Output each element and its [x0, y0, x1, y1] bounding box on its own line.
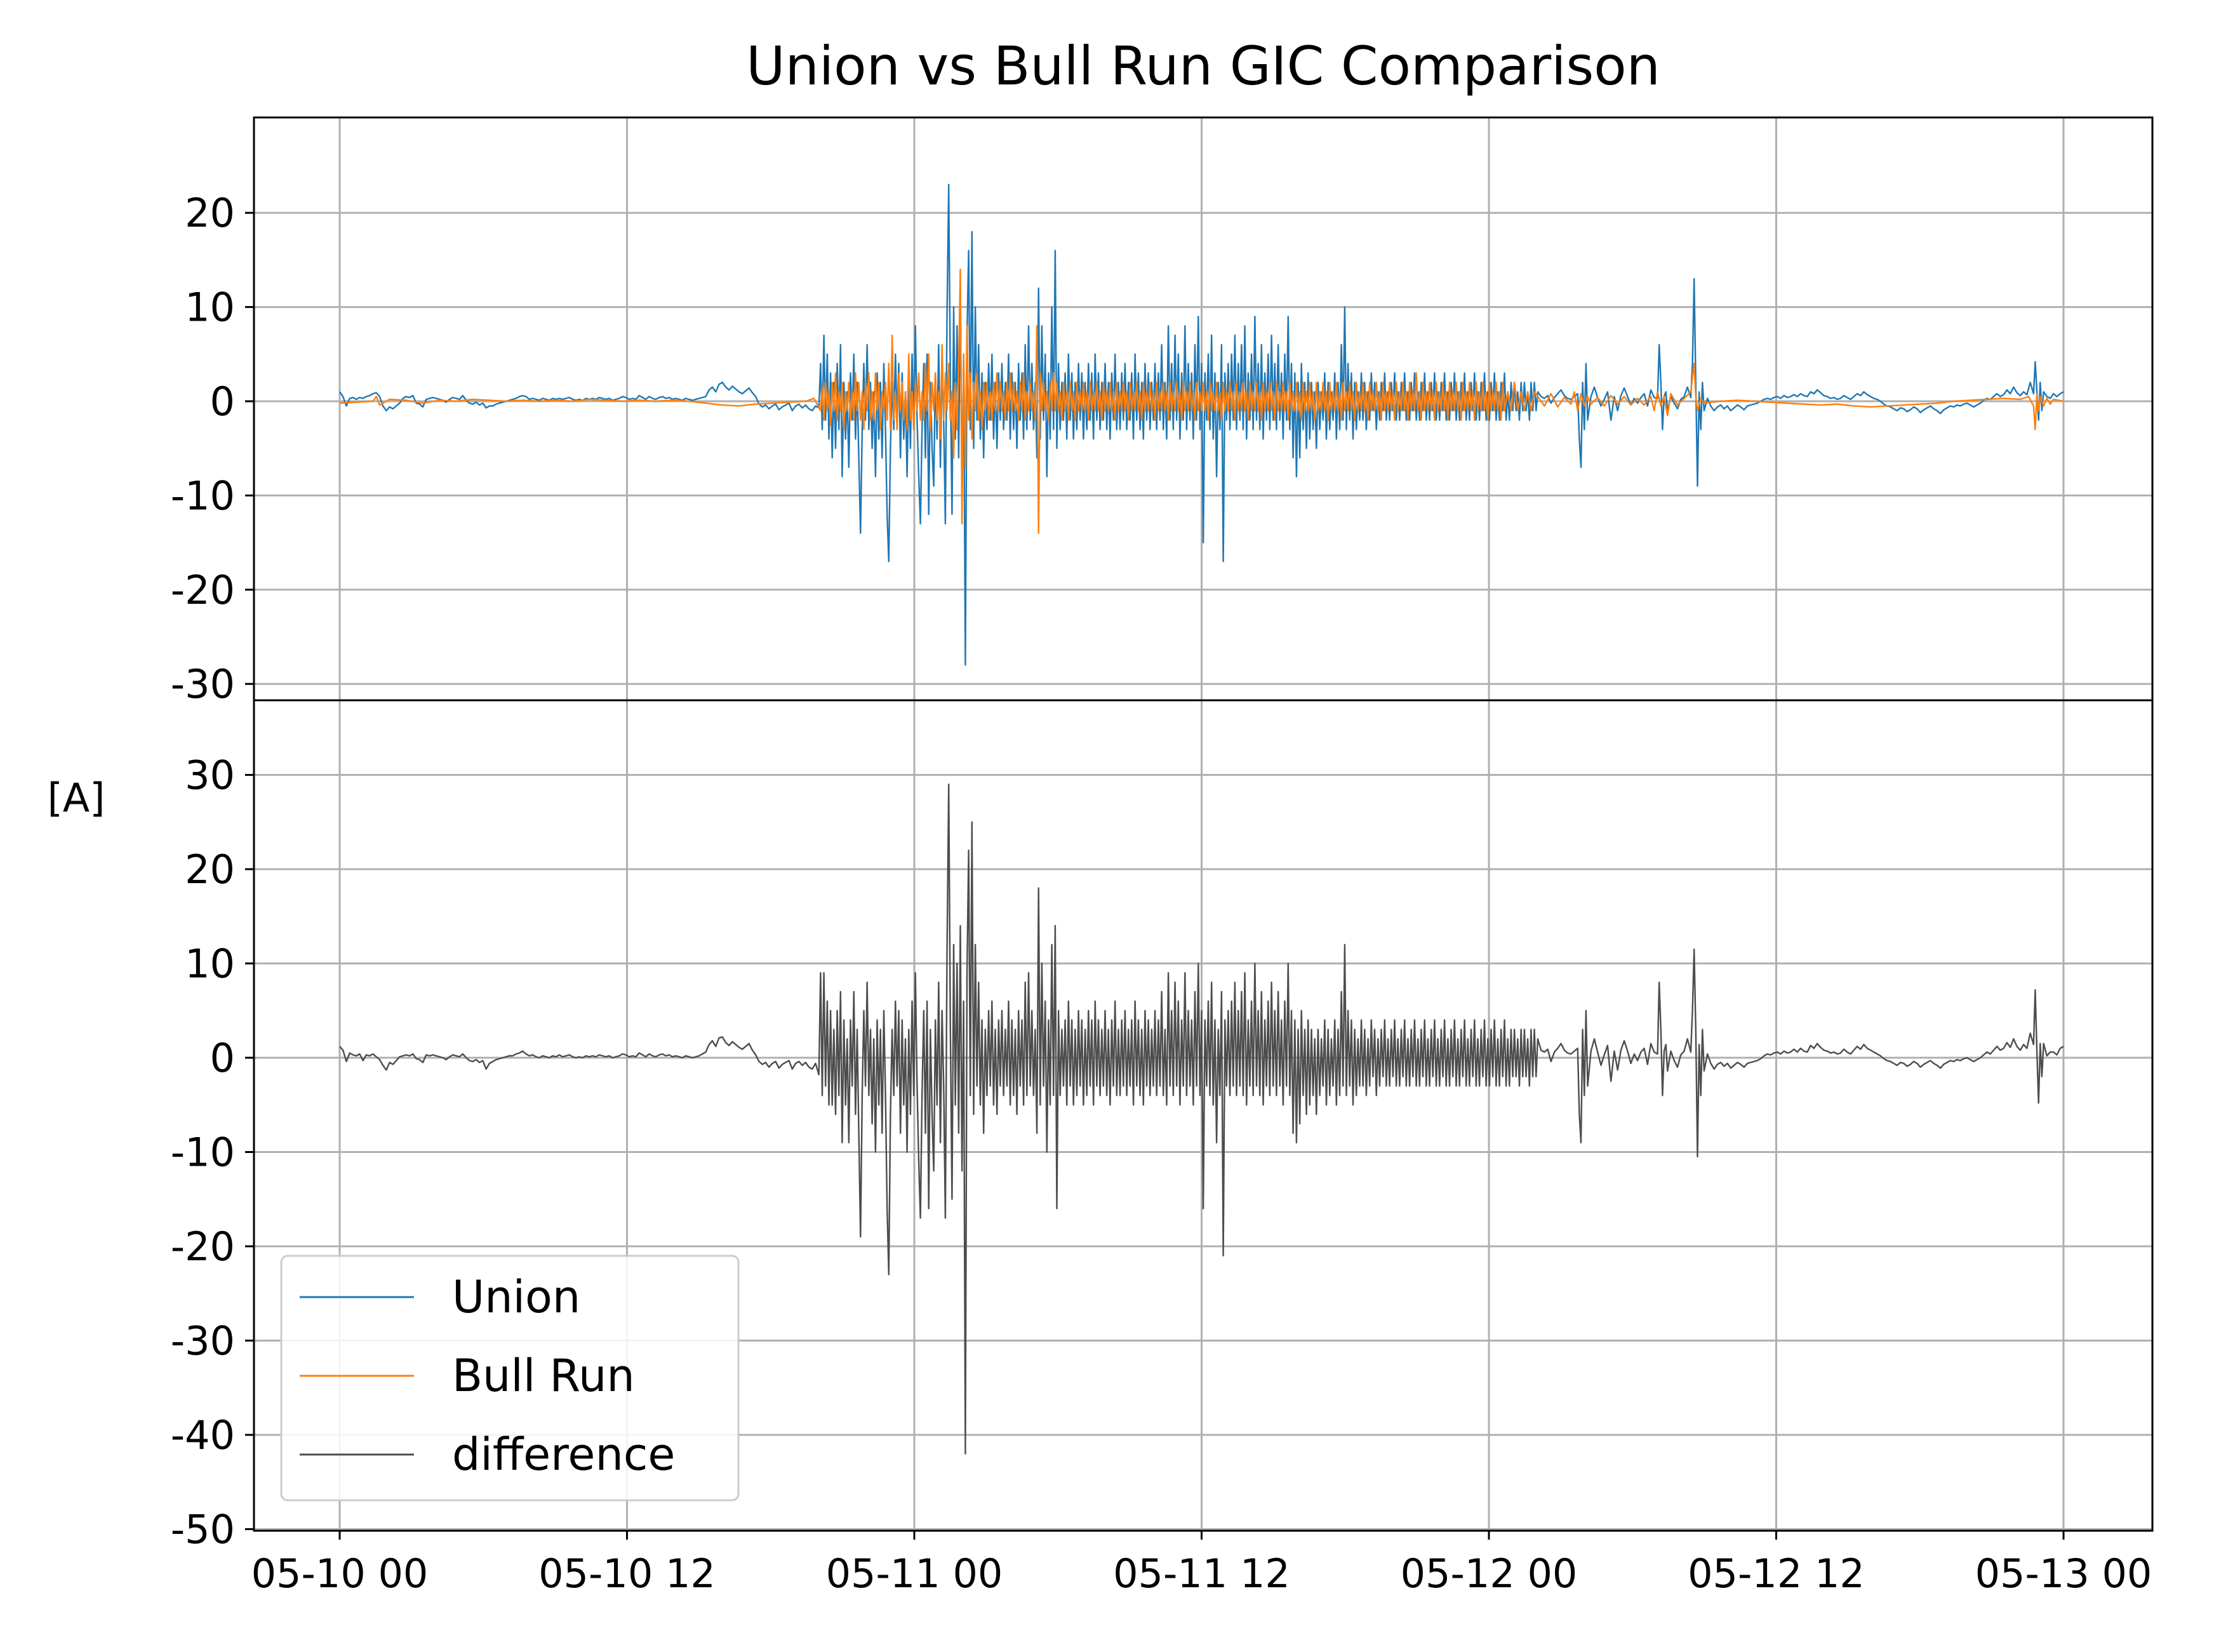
top-y-tick-label: -10 [171, 472, 235, 519]
bottom-y-tick-label: 30 [185, 752, 235, 799]
x-tick-label: 05-11 00 [826, 1550, 1003, 1597]
legend-label-bull-run: Bull Run [452, 1350, 635, 1402]
bottom-y-tick-label: 20 [185, 846, 235, 893]
top-y-tick-label: -20 [171, 567, 235, 613]
legend-label-difference: difference [452, 1429, 675, 1481]
bottom-y-tick-label: -20 [171, 1223, 235, 1270]
x-tick-label: 05-11 12 [1113, 1550, 1290, 1597]
bottom-y-tick-label: 0 [210, 1035, 235, 1081]
top-y-tick-label: 20 [185, 190, 235, 236]
legend-label-union: Union [452, 1271, 580, 1323]
x-tick-label: 05-13 00 [1975, 1550, 2152, 1597]
bottom-y-tick-label: -30 [171, 1318, 235, 1364]
bottom-y-tick-label: -40 [171, 1412, 235, 1458]
bottom-y-tick-label: -10 [171, 1129, 235, 1176]
chart-title: Union vs Bull Run GIC Comparison [746, 35, 1660, 97]
top-y-tick-label: 10 [185, 284, 235, 331]
bottom-y-tick-label: -50 [171, 1507, 235, 1553]
x-tick-label: 05-10 12 [538, 1550, 716, 1597]
bottom-y-tick-label: 10 [185, 941, 235, 987]
top-y-tick-label: 0 [210, 378, 235, 425]
y-axis-label: [A] [48, 775, 105, 821]
x-tick-label: 05-10 00 [251, 1550, 429, 1597]
top-y-tick-label: -30 [171, 661, 235, 707]
legend: Union Bull Run difference [281, 1256, 738, 1500]
x-tick-label: 05-12 00 [1401, 1550, 1578, 1597]
x-tick-label: 05-12 12 [1688, 1550, 1865, 1597]
